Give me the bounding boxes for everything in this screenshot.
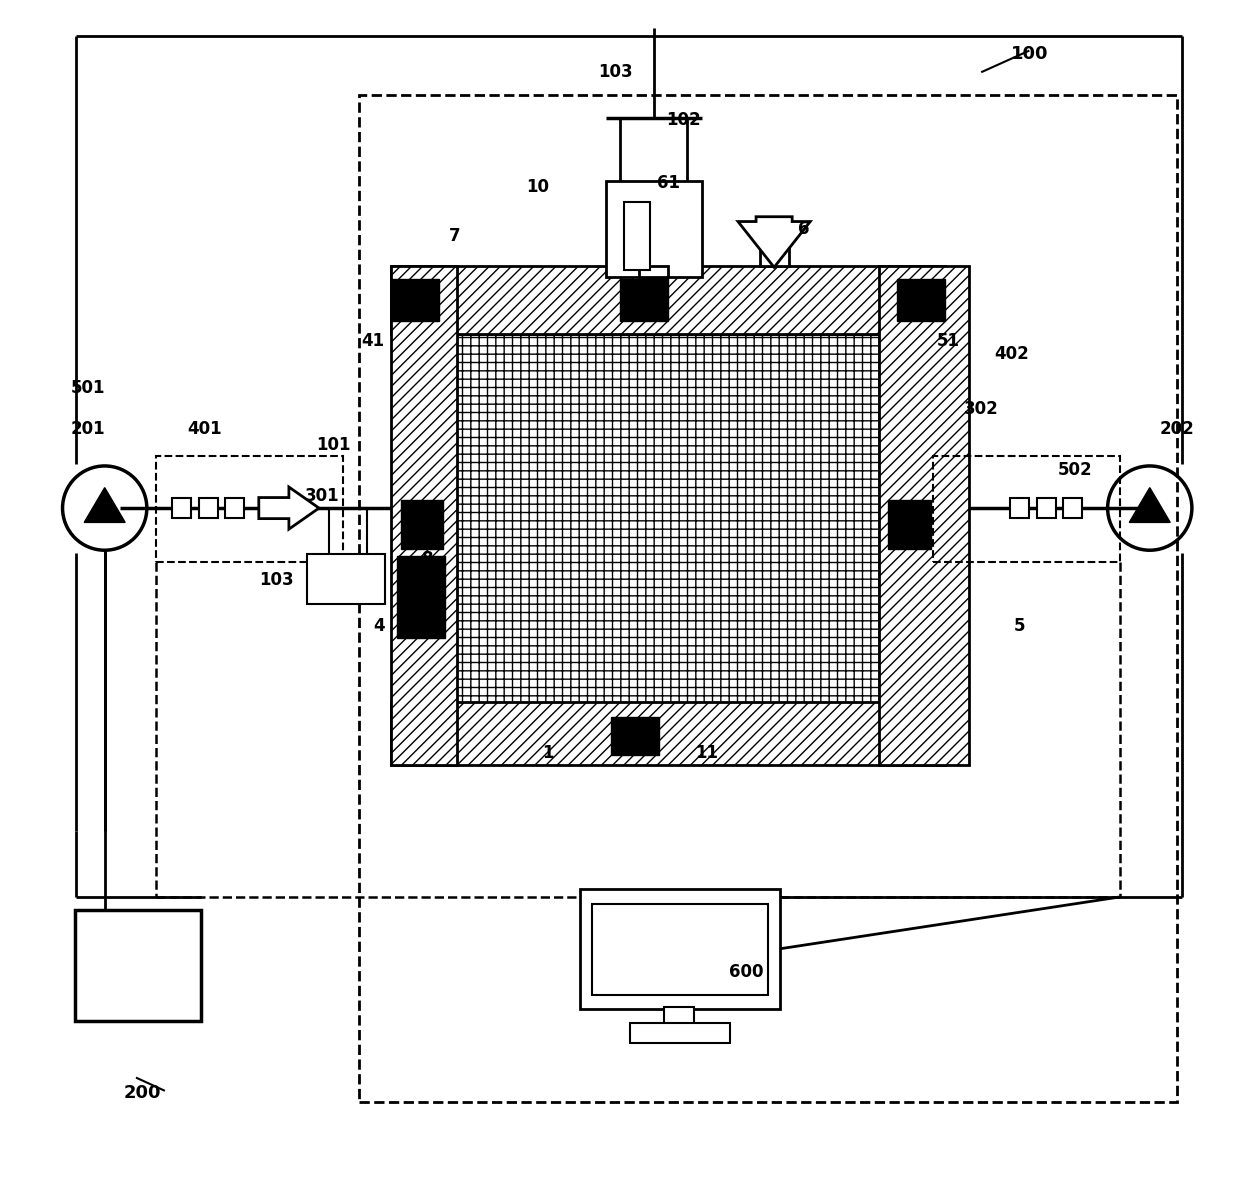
Text: 502: 502 bbox=[1058, 461, 1092, 478]
Text: 6: 6 bbox=[799, 220, 810, 237]
Text: 202: 202 bbox=[1161, 420, 1195, 437]
Bar bbox=[580, 889, 780, 1009]
Text: 61: 61 bbox=[657, 175, 680, 191]
Text: 101: 101 bbox=[316, 437, 351, 454]
Text: 11: 11 bbox=[696, 744, 718, 761]
Bar bbox=[172, 498, 191, 518]
Bar bbox=[397, 556, 445, 638]
Polygon shape bbox=[259, 488, 319, 530]
Bar bbox=[1011, 498, 1029, 518]
Bar bbox=[198, 498, 218, 518]
Bar bbox=[879, 266, 970, 765]
Bar bbox=[392, 266, 458, 765]
Text: 600: 600 bbox=[729, 963, 764, 980]
Bar bbox=[889, 501, 931, 549]
Bar bbox=[665, 1007, 694, 1026]
Text: 41: 41 bbox=[362, 332, 384, 349]
Polygon shape bbox=[84, 488, 125, 523]
Bar bbox=[392, 266, 945, 334]
Bar bbox=[74, 910, 201, 1021]
Text: 8: 8 bbox=[422, 550, 433, 567]
Text: 201: 201 bbox=[71, 420, 105, 437]
Bar bbox=[226, 498, 244, 518]
Text: 51: 51 bbox=[937, 332, 960, 349]
Bar bbox=[760, 241, 789, 266]
Text: 103: 103 bbox=[259, 572, 294, 589]
Text: 402: 402 bbox=[994, 346, 1029, 362]
Text: 1: 1 bbox=[542, 744, 553, 761]
Text: 4: 4 bbox=[373, 618, 384, 635]
Text: 100: 100 bbox=[1011, 46, 1048, 63]
Bar bbox=[358, 95, 1178, 1102]
Text: 10: 10 bbox=[527, 178, 549, 195]
Text: 7: 7 bbox=[449, 228, 461, 244]
Bar bbox=[897, 279, 945, 321]
Bar bbox=[620, 279, 668, 321]
Polygon shape bbox=[738, 217, 810, 267]
Bar bbox=[605, 181, 702, 277]
Bar bbox=[640, 266, 668, 277]
Bar bbox=[611, 716, 660, 755]
Text: 102: 102 bbox=[666, 112, 701, 129]
Bar bbox=[445, 334, 882, 704]
Bar bbox=[630, 1023, 730, 1043]
Bar bbox=[392, 702, 945, 765]
Text: 401: 401 bbox=[187, 420, 222, 437]
Bar bbox=[932, 456, 1120, 562]
Bar bbox=[308, 554, 386, 604]
Bar bbox=[401, 501, 443, 549]
Bar bbox=[156, 456, 343, 562]
Bar bbox=[593, 904, 768, 995]
Text: 103: 103 bbox=[598, 64, 632, 81]
Text: 302: 302 bbox=[963, 401, 998, 418]
Text: 200: 200 bbox=[123, 1085, 161, 1102]
Bar bbox=[624, 202, 650, 270]
Bar bbox=[1037, 498, 1055, 518]
Text: 5: 5 bbox=[1014, 618, 1025, 635]
Polygon shape bbox=[1130, 488, 1171, 523]
Text: 501: 501 bbox=[71, 379, 105, 396]
Bar bbox=[1063, 498, 1083, 518]
Bar bbox=[392, 279, 439, 321]
Text: 301: 301 bbox=[305, 488, 340, 504]
